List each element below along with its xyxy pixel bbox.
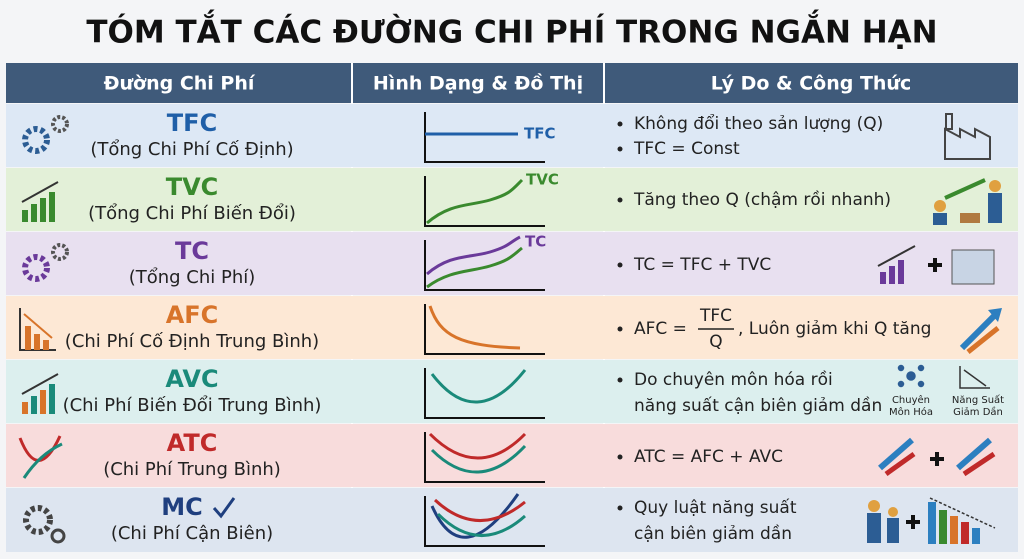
icon-label: Năng Suất bbox=[952, 394, 1004, 406]
icon-label: Chuyên bbox=[892, 394, 930, 406]
reason: TC = TFC + TVC bbox=[633, 255, 771, 275]
icon-label: Giảm Dần bbox=[953, 406, 1003, 418]
gear-icon bbox=[22, 115, 69, 154]
numerator: TFC bbox=[699, 306, 732, 326]
curve-full-name: (Tổng Chi Phí) bbox=[129, 267, 256, 288]
row: ATC (Chi Phí Trung Bình) ATC = AFC + AVC bbox=[6, 424, 1018, 487]
reason: Quy luật năng suất bbox=[634, 497, 797, 518]
row-bg bbox=[6, 424, 1018, 487]
curve bbox=[428, 432, 527, 460]
decline-icon bbox=[19, 308, 56, 351]
curve-full-name: (Tổng Chi Phí Biến Đổi) bbox=[88, 203, 296, 224]
curve bbox=[428, 305, 521, 350]
bar-icon bbox=[21, 373, 59, 414]
curve-full-name: (Chi Phí Cận Biên) bbox=[111, 523, 273, 544]
curve-name: TVC bbox=[166, 173, 219, 201]
arrow-icon bbox=[959, 308, 1002, 354]
curve-icon bbox=[18, 435, 63, 479]
reason: Không đổi theo sản lượng (Q) bbox=[634, 113, 883, 134]
header: Lý Do & Công Thức bbox=[711, 73, 911, 95]
curve-name: AFC bbox=[166, 301, 219, 329]
check-icon bbox=[212, 497, 236, 519]
row: MC (Chi Phí Cận Biên) Quy luật năng suất… bbox=[6, 488, 1018, 552]
curve-name: TFC bbox=[167, 109, 217, 137]
factory-icon bbox=[944, 113, 991, 160]
graph-axes bbox=[424, 112, 545, 163]
formula-left: AFC = bbox=[634, 319, 687, 339]
reason: TFC = Const bbox=[633, 139, 740, 159]
graph-axes bbox=[424, 304, 545, 355]
graph-axes bbox=[424, 176, 545, 227]
curve bbox=[433, 498, 526, 522]
curve-name: AVC bbox=[165, 365, 218, 393]
gear-icon bbox=[22, 243, 69, 282]
header-row bbox=[6, 63, 1018, 103]
bullet bbox=[617, 121, 623, 127]
curve-name: TC bbox=[175, 237, 209, 265]
curve bbox=[426, 246, 523, 289]
bar-icon bbox=[21, 181, 59, 222]
icon-label: Môn Hóa bbox=[889, 406, 933, 418]
curve-name: ATC bbox=[167, 429, 218, 457]
sum-icon bbox=[878, 437, 996, 477]
decline-icon bbox=[959, 366, 990, 389]
row: TVC (Tổng Chi Phí Biến Đổi) TVC Tăng the… bbox=[6, 168, 1018, 231]
bullet bbox=[617, 454, 623, 460]
reason: ATC = AFC + AVC bbox=[634, 447, 783, 467]
curve-full-name: (Chi Phí Biến Đổi Trung Bình) bbox=[63, 395, 322, 416]
graph-axes bbox=[424, 368, 545, 419]
graph-axes bbox=[424, 240, 545, 291]
curve-name: MC bbox=[161, 493, 203, 521]
row: TC (Tổng Chi Phí) TC TC = TFC + TVC bbox=[6, 232, 1018, 295]
workers-icon bbox=[933, 178, 1002, 225]
row-bg bbox=[6, 360, 1018, 423]
formula-right: , Luôn giảm khi Q tăng bbox=[738, 319, 931, 339]
curve bbox=[430, 369, 527, 404]
row-bg bbox=[6, 168, 1018, 231]
reason: năng suất cận biên giảm dần bbox=[634, 395, 882, 416]
curve bbox=[426, 235, 521, 276]
bullet bbox=[617, 197, 623, 203]
graph-label: TVC bbox=[526, 171, 559, 189]
graph-label: TFC bbox=[524, 125, 556, 143]
reason: Tăng theo Q (chậm rồi nhanh) bbox=[633, 189, 891, 210]
row: AVC (Chi Phí Biến Đổi Trung Bình) Do chu… bbox=[6, 360, 1018, 423]
title: TÓM TẮT CÁC ĐƯỜNG CHI PHÍ TRONG NGẮN HẠN bbox=[86, 11, 937, 51]
curve bbox=[430, 444, 527, 474]
header: Hình Dạng & Đồ Thị bbox=[373, 72, 583, 95]
graph-label: TC bbox=[525, 233, 546, 251]
curve-full-name: (Chi Phí Trung Bình) bbox=[103, 459, 281, 480]
bullet bbox=[617, 505, 623, 511]
sum-icon bbox=[877, 245, 995, 285]
bullet bbox=[617, 146, 623, 152]
workers-bars-icon bbox=[867, 497, 996, 544]
bullet bbox=[617, 326, 623, 332]
curve-full-name: (Chi Phí Cố Định Trung Bình) bbox=[65, 331, 319, 352]
curve bbox=[426, 178, 524, 225]
network-icon bbox=[897, 364, 925, 388]
curve-full-name: (Tổng Chi Phí Cố Định) bbox=[90, 139, 293, 160]
bullet bbox=[617, 262, 623, 268]
bullet bbox=[617, 377, 623, 383]
curve bbox=[430, 493, 520, 539]
denominator: Q bbox=[709, 332, 722, 352]
gear-icon bbox=[23, 505, 66, 544]
row: AFC (Chi Phí Cố Định Trung Bình) AFC = T… bbox=[6, 296, 1018, 359]
graph-axes bbox=[424, 496, 545, 547]
header: Đường Chi Phí bbox=[104, 73, 256, 95]
reason: cận biên giảm dần bbox=[634, 523, 792, 544]
reason: Do chuyên môn hóa rồi bbox=[634, 369, 833, 390]
row-bg bbox=[6, 488, 1018, 552]
row: TFC (Tổng Chi Phí Cố Định) TFC Không đổi… bbox=[6, 104, 1018, 167]
curve bbox=[436, 512, 526, 537]
graph-axes bbox=[424, 432, 545, 483]
